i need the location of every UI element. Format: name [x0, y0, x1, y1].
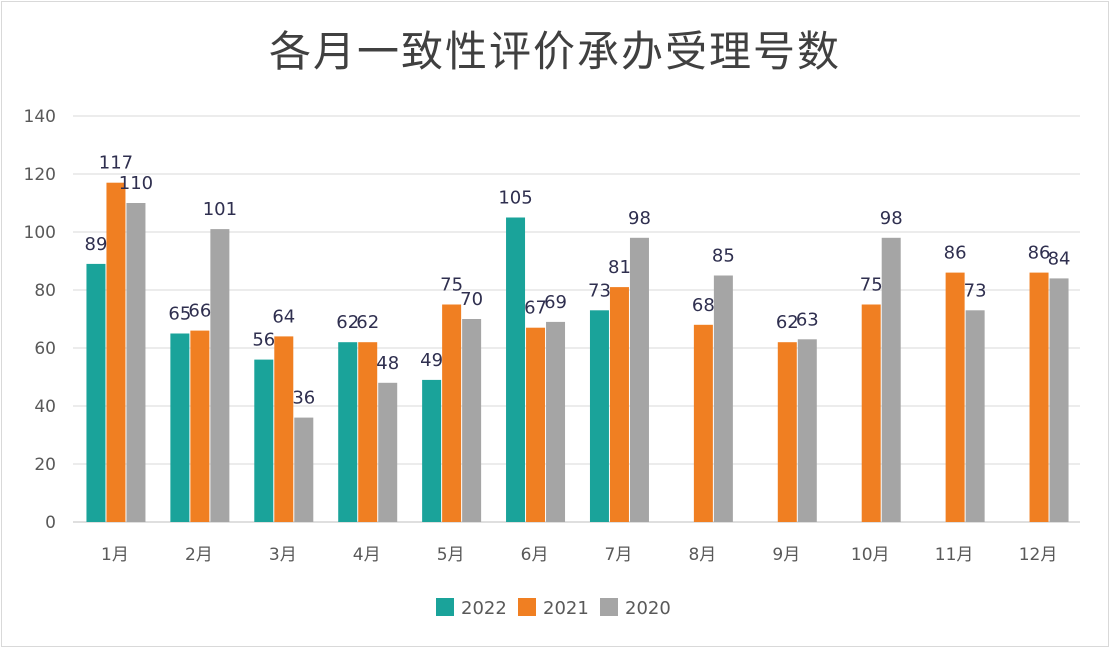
bar-2021: [609, 287, 629, 522]
bar-2020: [881, 237, 901, 523]
data-label: 73: [588, 280, 611, 301]
data-label: 67: [524, 298, 547, 319]
y-tick-label: 120: [24, 165, 56, 185]
bar-2022: [506, 217, 526, 522]
data-label: 101: [203, 199, 237, 220]
bar-2020: [629, 237, 649, 523]
data-label: 117: [99, 153, 133, 174]
bar-2021: [190, 330, 210, 522]
y-tick-label: 20: [34, 455, 56, 475]
data-label: 70: [460, 289, 483, 310]
bar-2022: [589, 310, 609, 522]
x-tick-label: 10月: [851, 545, 890, 565]
y-tick-label: 40: [34, 397, 56, 417]
bar-2020: [126, 203, 146, 522]
bar-2021: [945, 272, 965, 522]
bar-2020: [546, 321, 566, 522]
bar-2021: [358, 342, 378, 522]
y-tick-label: 100: [24, 223, 56, 243]
data-label: 65: [168, 304, 191, 325]
data-label: 89: [85, 234, 108, 255]
x-tick-label: 11月: [935, 545, 974, 565]
bar-2022: [86, 263, 106, 522]
bar-2022: [254, 359, 274, 522]
data-label: 62: [776, 312, 799, 333]
x-tick-label: 9月: [772, 545, 800, 565]
y-tick-label: 80: [34, 281, 56, 301]
bar-2022: [422, 379, 442, 522]
data-label: 85: [712, 246, 735, 267]
data-label: 110: [119, 173, 153, 194]
bar-2021: [693, 324, 713, 522]
bar-2020: [797, 339, 817, 522]
bar-2020: [462, 319, 482, 522]
y-tick-label: 60: [34, 339, 56, 359]
data-label: 81: [608, 257, 631, 278]
bar-2020: [713, 275, 733, 522]
bar-2021: [526, 327, 546, 522]
bar-2022: [338, 342, 358, 522]
data-label: 66: [188, 301, 211, 322]
data-label: 75: [860, 275, 883, 296]
data-label: 36: [292, 388, 315, 409]
data-label: 62: [356, 312, 379, 333]
data-label: 69: [544, 292, 567, 313]
legend-swatch-2022: [436, 598, 454, 616]
legend-swatch-2020: [600, 598, 618, 616]
data-label: 105: [498, 188, 532, 209]
bar-2020: [1049, 278, 1069, 522]
data-label: 49: [420, 350, 443, 371]
x-tick-label: 4月: [353, 545, 381, 565]
data-label: 75: [440, 275, 463, 296]
legend-swatch-2021: [518, 598, 536, 616]
x-tick-label: 1月: [101, 545, 129, 565]
data-label: 86: [944, 243, 967, 264]
data-label: 68: [692, 295, 715, 316]
bar-2021: [106, 182, 126, 522]
data-label: 98: [880, 208, 903, 229]
y-tick-label: 0: [45, 513, 56, 533]
x-tick-label: 12月: [1019, 545, 1058, 565]
y-tick-label: 140: [24, 107, 56, 127]
x-tick-label: 3月: [269, 545, 297, 565]
data-label: 64: [272, 306, 295, 327]
legend-label: 2020: [625, 598, 671, 619]
x-tick-label: 2月: [185, 545, 213, 565]
bar-2020: [378, 382, 398, 522]
x-tick-label: 5月: [437, 545, 465, 565]
data-label: 98: [628, 208, 651, 229]
bar-2020: [294, 417, 314, 522]
data-label: 63: [796, 309, 819, 330]
bar-2021: [1029, 272, 1049, 522]
x-tick-label: 7月: [605, 545, 633, 565]
bar-2020: [965, 310, 985, 522]
bar-2021: [861, 304, 881, 522]
data-label: 86: [1028, 243, 1051, 264]
bar-2020: [210, 229, 230, 522]
data-label: 48: [376, 353, 399, 374]
legend-label: 2022: [461, 598, 507, 619]
data-label: 73: [964, 280, 987, 301]
bar-2022: [170, 333, 190, 522]
bar-2021: [274, 336, 294, 522]
data-label: 62: [336, 312, 359, 333]
chart-title: 各月一致性评价承办受理号数: [268, 27, 841, 76]
data-label: 84: [1048, 248, 1071, 269]
legend-label: 2021: [543, 598, 589, 619]
bar-2021: [442, 304, 462, 522]
x-tick-label: 6月: [521, 545, 549, 565]
data-label: 56: [252, 330, 275, 351]
x-tick-label: 8月: [688, 545, 716, 565]
bar-2021: [777, 342, 797, 522]
